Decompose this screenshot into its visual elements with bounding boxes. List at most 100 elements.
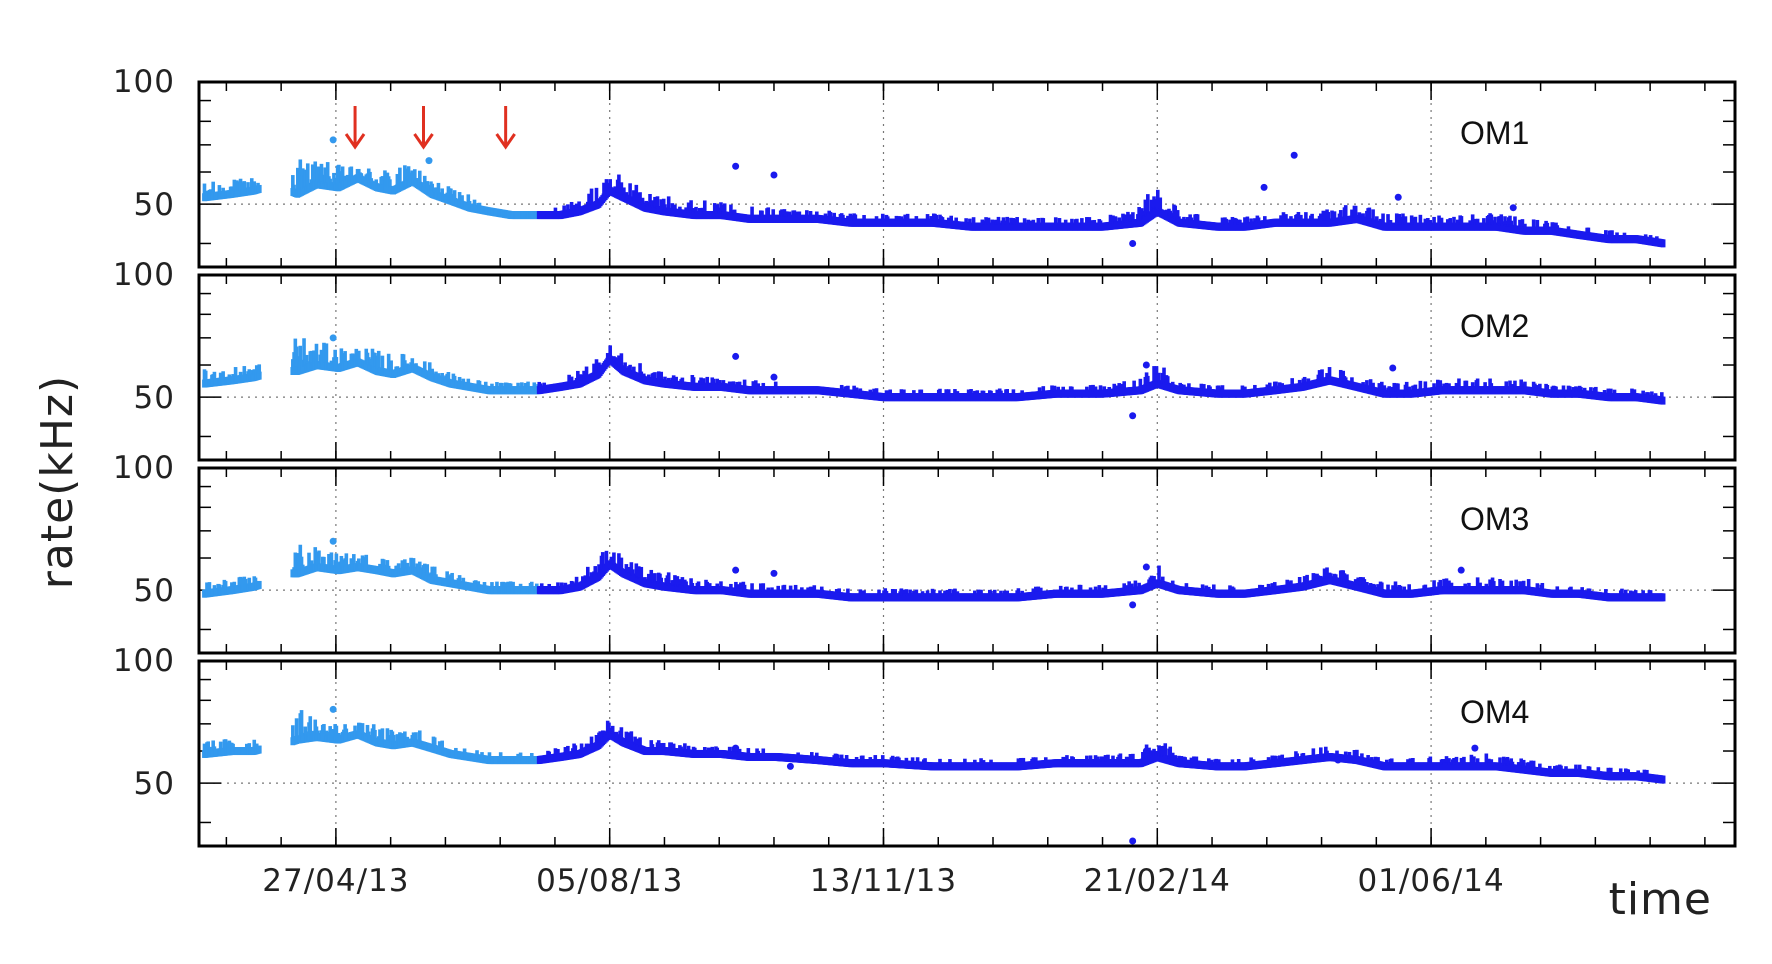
data-point [434, 574, 438, 579]
outlier-point [770, 373, 778, 381]
data-point [1571, 387, 1576, 392]
panel-frame [197, 273, 1737, 462]
data-point [413, 169, 417, 181]
data-point [1302, 576, 1307, 585]
data-point [1326, 212, 1331, 221]
data-point [1513, 216, 1517, 228]
data-point [460, 195, 464, 203]
data-point [1281, 212, 1286, 221]
data-point [1492, 581, 1496, 589]
data-point [1302, 376, 1307, 385]
outlier-point [1260, 183, 1268, 191]
data-point [310, 164, 315, 185]
data-point [256, 580, 262, 589]
data-point [1569, 586, 1573, 592]
data-point [312, 350, 316, 364]
data-point [1260, 584, 1265, 590]
data-point [483, 381, 488, 388]
data-point [1604, 230, 1608, 237]
data-point [1538, 383, 1542, 391]
data-point [476, 581, 481, 587]
data-point [1509, 220, 1514, 227]
data-point [806, 587, 810, 592]
data-point [711, 378, 716, 385]
data-point [1566, 226, 1571, 232]
data-point [449, 188, 453, 199]
data-point [671, 375, 676, 383]
data-point [1432, 216, 1436, 225]
outlier-point [1389, 364, 1397, 372]
data-point [1368, 379, 1373, 389]
data-point [1561, 385, 1566, 392]
data-point [666, 377, 671, 383]
data-point [992, 589, 997, 596]
outlier-point [732, 566, 740, 574]
data-point [1093, 586, 1098, 592]
data-point [298, 159, 303, 191]
data-point [436, 182, 441, 195]
data-point [694, 206, 698, 214]
panel-frame [197, 466, 1737, 655]
data-point [1475, 218, 1480, 225]
data-point [304, 354, 309, 367]
data-point [624, 564, 629, 573]
data-points-om1 [202, 136, 1666, 248]
data-point [877, 589, 881, 596]
data-point [627, 567, 631, 574]
data-point [1216, 385, 1221, 392]
data-point [1093, 386, 1098, 392]
data-point [1050, 385, 1054, 393]
data-point [659, 371, 664, 382]
data-point [731, 381, 736, 387]
data-point [846, 215, 850, 221]
data-point [1444, 578, 1449, 589]
data-point [1520, 219, 1525, 229]
data-point [1455, 219, 1460, 225]
data-point [490, 383, 494, 389]
data-point [914, 589, 919, 596]
data-point [559, 582, 564, 588]
data-point [1375, 216, 1379, 223]
data-point [646, 573, 651, 582]
data-point [446, 575, 451, 581]
data-point [430, 368, 435, 376]
data-point [238, 371, 243, 378]
data-point [1447, 580, 1451, 589]
data-point [1386, 584, 1390, 592]
data-point [639, 371, 644, 377]
data-point [249, 178, 254, 189]
data-point [1112, 383, 1117, 391]
data-point [661, 198, 666, 210]
data-point [925, 590, 930, 596]
data-point [1175, 210, 1180, 220]
data-point [1345, 574, 1349, 583]
data-point [1615, 232, 1619, 238]
data-point [1367, 207, 1372, 221]
data-point [617, 553, 621, 569]
data-point [1327, 367, 1332, 379]
data-point [1535, 385, 1540, 390]
data-point [986, 217, 991, 225]
y-tick-label-50: 50 [134, 766, 175, 802]
data-point [729, 381, 733, 386]
data-point [374, 179, 379, 185]
data-point [968, 218, 972, 225]
data-point [641, 373, 646, 378]
data-point [212, 585, 217, 591]
data-point [1131, 212, 1135, 222]
data-point [332, 172, 336, 185]
data-point [1058, 585, 1063, 592]
data-point [1289, 580, 1293, 587]
data-point [1396, 383, 1400, 392]
data-point [356, 558, 361, 566]
data-point [680, 577, 685, 587]
data-point [1438, 380, 1443, 389]
data-point [1604, 589, 1608, 595]
data-point [1158, 197, 1163, 211]
data-point [386, 565, 391, 571]
data-point [1005, 216, 1009, 225]
data-point [1413, 384, 1418, 392]
data-point [948, 588, 952, 596]
data-point [944, 389, 949, 396]
